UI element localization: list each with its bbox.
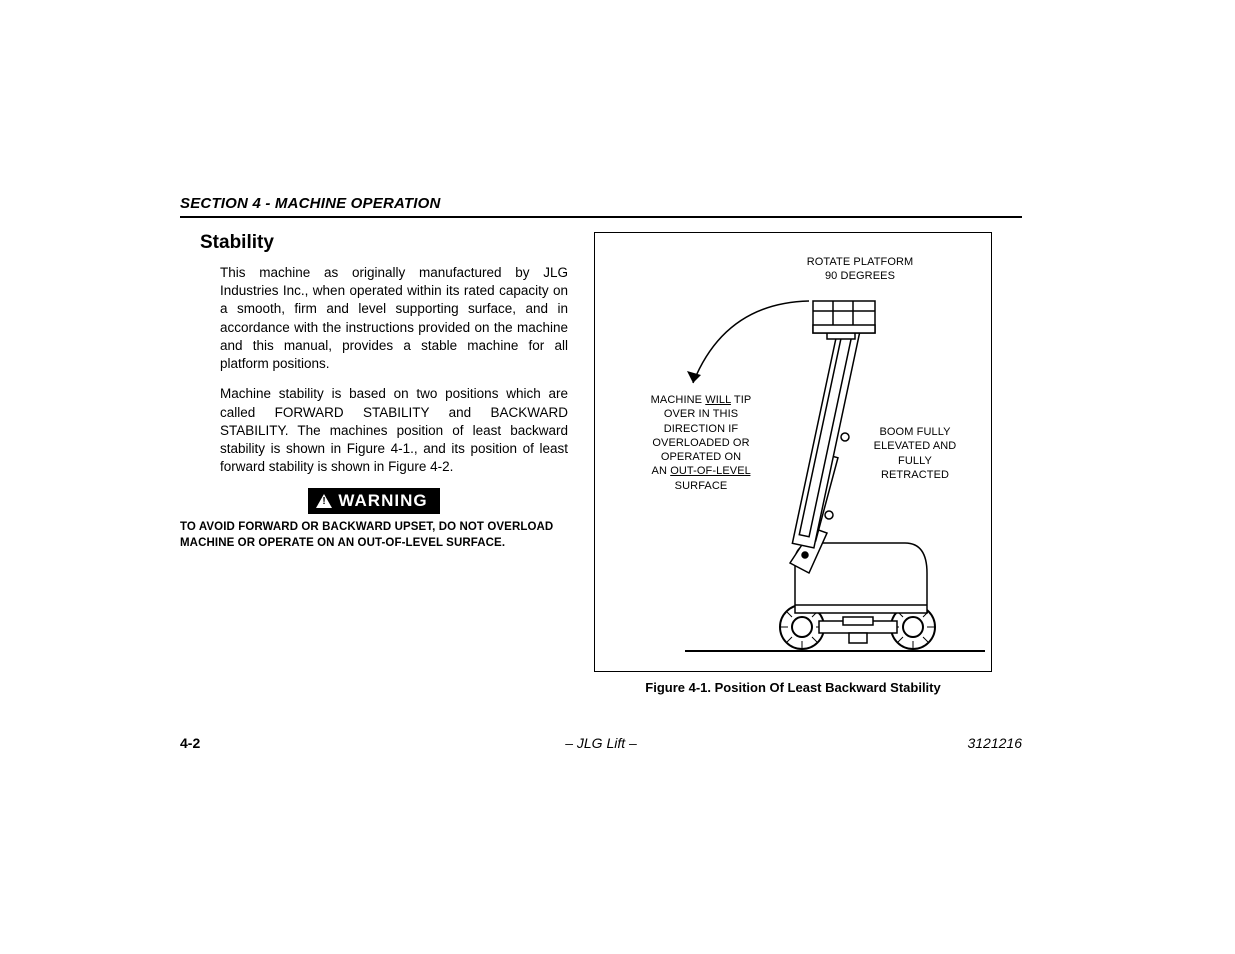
warning-text: TO AVOID FORWARD OR BACKWARD UPSET, DO N…	[180, 520, 568, 551]
footer-page-number: 4-2	[180, 735, 200, 751]
section-header: SECTION 4 - MACHINE OPERATION	[180, 195, 1022, 218]
content-columns: Stability This machine as originally man…	[180, 232, 1022, 695]
warning-label: WARNING	[338, 491, 427, 511]
figure-box: ROTATE PLATFORM 90 DEGREES MACHINE WILL …	[594, 232, 992, 672]
right-column: ROTATE PLATFORM 90 DEGREES MACHINE WILL …	[594, 232, 992, 695]
left-column: Stability This machine as originally man…	[180, 232, 568, 695]
warning-badge: WARNING	[180, 488, 568, 514]
warning-triangle-icon	[316, 494, 332, 508]
footer-doc-number: 3121216	[967, 735, 1022, 751]
figure-label-top: ROTATE PLATFORM 90 DEGREES	[795, 255, 925, 284]
stability-heading: Stability	[200, 232, 568, 254]
body-paragraph-2: Machine stability is based on two positi…	[220, 385, 568, 476]
footer-center: – JLG Lift –	[565, 735, 637, 751]
figure-label-left: MACHINE WILL TIP OVER IN THIS DIRECTION …	[635, 393, 767, 493]
body-paragraph-1: This machine as originally manufactured …	[220, 264, 568, 373]
page-footer: 4-2 – JLG Lift – 3121216	[180, 735, 1022, 751]
figure-caption: Figure 4-1. Position Of Least Backward S…	[594, 680, 992, 695]
figure-label-right: BOOM FULLY ELEVATED AND FULLY RETRACTED	[865, 425, 965, 482]
